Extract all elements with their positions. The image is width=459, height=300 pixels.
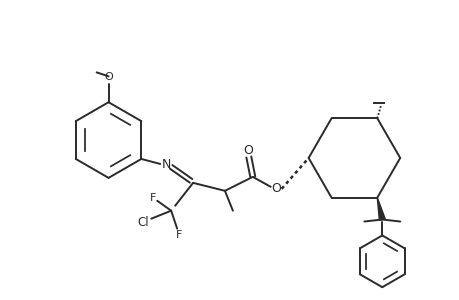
Text: Cl: Cl [137, 216, 149, 229]
Text: O: O [242, 143, 252, 157]
Text: N: N [161, 158, 171, 171]
Text: F: F [176, 230, 182, 240]
Text: F: F [150, 193, 156, 203]
Text: O: O [270, 182, 280, 195]
Polygon shape [376, 198, 384, 220]
Text: O: O [104, 72, 113, 82]
